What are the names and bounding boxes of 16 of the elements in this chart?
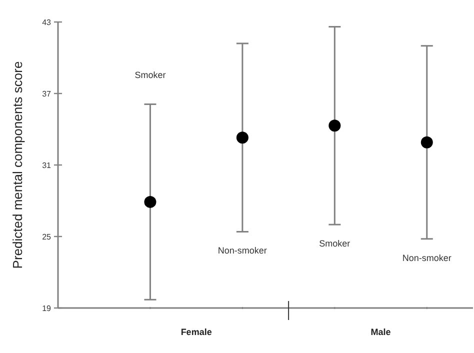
text: Male <box>370 327 391 337</box>
x-tick-label: Non-smoker <box>402 252 452 263</box>
point <box>420 136 433 148</box>
y-tick-label: 25 <box>42 232 52 242</box>
y-axis-title: Predicted mental components score <box>10 61 25 269</box>
y-tick-label: 19 <box>42 304 52 313</box>
y-tick-label: 43 <box>42 18 52 27</box>
x-tick-label: Smoker <box>319 238 350 249</box>
x-tick-label: Non-smoker <box>218 246 267 256</box>
x-tick-label: Smoker <box>134 70 166 80</box>
y-tick-label: 31 <box>42 160 52 170</box>
point <box>236 132 248 144</box>
text: Female <box>180 327 212 337</box>
point <box>328 120 341 132</box>
point <box>144 196 156 208</box>
y-tick-label: 37 <box>42 89 52 98</box>
